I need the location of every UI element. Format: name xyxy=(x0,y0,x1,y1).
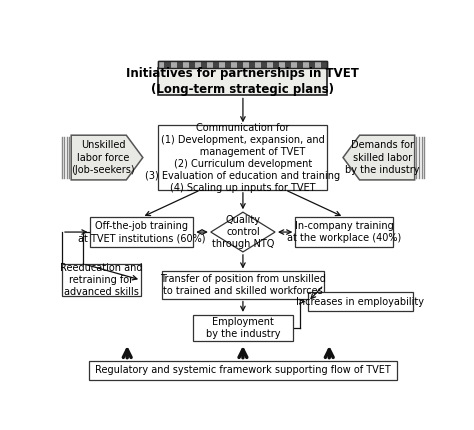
Bar xyxy=(189,61,195,68)
FancyBboxPatch shape xyxy=(162,271,324,298)
Bar xyxy=(255,61,261,68)
Bar xyxy=(231,61,237,68)
Bar xyxy=(176,61,182,68)
Polygon shape xyxy=(71,135,143,180)
Bar xyxy=(310,61,315,68)
Polygon shape xyxy=(211,212,275,252)
Text: Reeducation and
retraining for
advanced skills: Reeducation and retraining for advanced … xyxy=(60,263,143,297)
Bar xyxy=(249,61,255,68)
Bar xyxy=(201,61,207,68)
Text: Initiatives for partnerships in TVET
(Long-term strategic plans): Initiatives for partnerships in TVET (Lo… xyxy=(127,67,359,96)
Bar xyxy=(237,61,243,68)
Bar xyxy=(207,61,213,68)
Bar xyxy=(171,61,176,68)
Bar xyxy=(243,61,249,68)
Bar xyxy=(315,61,321,68)
Text: Off-the-job training
at TVET institutions (60%): Off-the-job training at TVET institution… xyxy=(78,221,206,243)
Bar xyxy=(297,61,303,68)
Bar xyxy=(285,61,291,68)
FancyBboxPatch shape xyxy=(91,217,193,247)
Text: In-company training
at the workplace (40%): In-company training at the workplace (40… xyxy=(287,221,401,243)
Bar xyxy=(303,61,310,68)
Text: Quality
control
through NTQ: Quality control through NTQ xyxy=(212,215,274,249)
Text: Demands for
skilled labor
by the industry: Demands for skilled labor by the industr… xyxy=(345,140,420,175)
Text: Increases in employability: Increases in employability xyxy=(296,297,425,307)
FancyBboxPatch shape xyxy=(158,61,328,68)
Bar xyxy=(182,61,189,68)
Bar xyxy=(195,61,201,68)
Bar xyxy=(267,61,273,68)
Bar xyxy=(261,61,267,68)
Bar xyxy=(291,61,297,68)
Bar xyxy=(321,61,328,68)
Text: Unskilled
labor force
(Job-seekers): Unskilled labor force (Job-seekers) xyxy=(72,140,135,175)
FancyBboxPatch shape xyxy=(295,217,392,247)
Text: Communication for
(1) Development, expansion, and
      management of TVET
(2) C: Communication for (1) Development, expan… xyxy=(146,123,340,193)
FancyBboxPatch shape xyxy=(193,315,292,341)
Bar xyxy=(213,61,219,68)
FancyBboxPatch shape xyxy=(62,264,141,296)
Bar xyxy=(225,61,231,68)
Bar xyxy=(158,61,164,68)
FancyBboxPatch shape xyxy=(308,292,413,311)
Bar xyxy=(273,61,279,68)
Bar xyxy=(164,61,171,68)
Bar xyxy=(279,61,285,68)
Polygon shape xyxy=(343,135,415,180)
FancyBboxPatch shape xyxy=(89,360,397,380)
FancyBboxPatch shape xyxy=(158,125,328,190)
Text: Regulatory and systemic framework supporting flow of TVET: Regulatory and systemic framework suppor… xyxy=(95,365,391,375)
Bar xyxy=(219,61,225,68)
Text: Transfer of position from unskilled
to trained and skilled workforces: Transfer of position from unskilled to t… xyxy=(160,274,326,296)
FancyBboxPatch shape xyxy=(158,68,328,95)
Text: Employment
by the industry: Employment by the industry xyxy=(206,317,280,339)
